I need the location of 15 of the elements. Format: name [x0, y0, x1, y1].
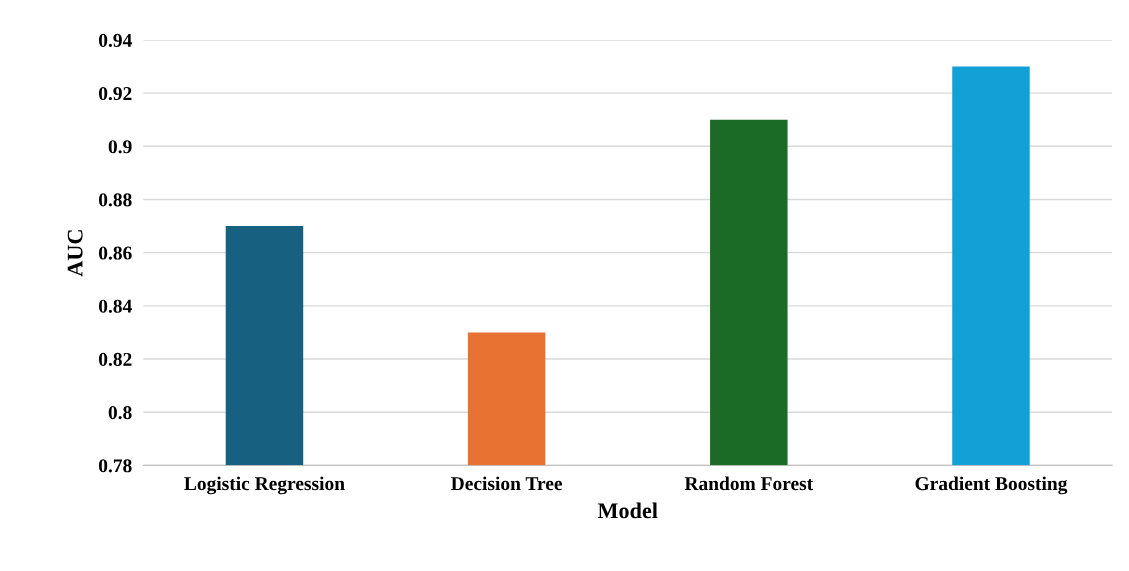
y-tick-label: 0.92 [98, 86, 132, 101]
y-tick-label: 0.88 [98, 193, 132, 207]
x-tick-label: Random Forest [684, 476, 814, 491]
y-tick-label: 0.94 [98, 33, 132, 47]
y-tick-label: 0.82 [98, 352, 132, 367]
x-tick-label: Decision Tree [451, 476, 563, 491]
y-tick-label: 0.8 [108, 406, 132, 420]
x-tick-label: Gradient Boosting [915, 476, 1068, 495]
y-tick-label: 0.84 [98, 299, 132, 313]
y-tick-label: 0.86 [98, 246, 132, 260]
x-axis-title: Model [597, 502, 658, 519]
x-tick-label: Logistic Regression [184, 476, 345, 495]
y-tick-label: 0.9 [108, 140, 132, 154]
y-axis-title: AUC [67, 230, 83, 277]
y-tick-label: 0.78 [98, 459, 132, 473]
